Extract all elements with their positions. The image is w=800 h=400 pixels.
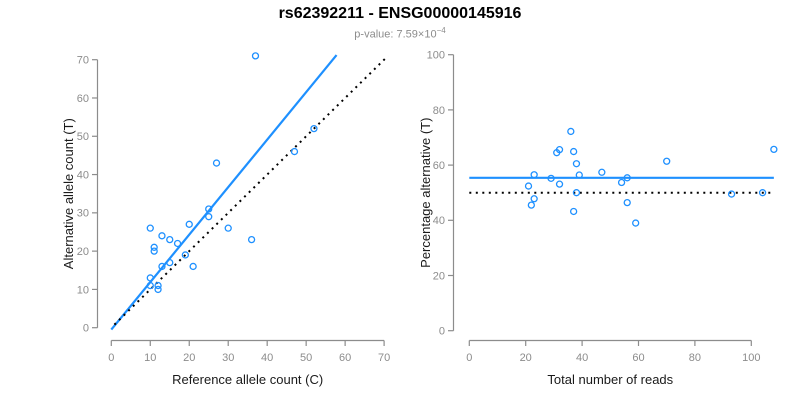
data-point: [166, 235, 174, 244]
data-point: [166, 258, 174, 267]
data-point: [553, 149, 561, 157]
x-tick-label: 0: [108, 352, 114, 364]
percentage-vs-reads-scatter: 0 20 40 60 80 100 0 20 40 60 80 100 Total number of …: [418, 50, 778, 387]
data-point: [598, 168, 606, 176]
data-point: [158, 262, 166, 271]
x-tick-label: 100: [742, 352, 760, 364]
x-tick-label: 50: [300, 352, 312, 364]
data-point: [224, 224, 232, 232]
data-point: [173, 239, 182, 248]
x-tick-label: 30: [222, 352, 234, 364]
data-point: [569, 207, 578, 216]
data-point: [567, 127, 575, 136]
data-point: [547, 174, 555, 182]
figure-subtitle: p-value: 7.59×10−4: [0, 26, 800, 41]
pvalue-text: p-value: 7.59×10: [354, 28, 437, 41]
pvalue-exponent: −4: [436, 26, 446, 35]
x-tick-label: 40: [261, 352, 273, 364]
y-tick-label: 40: [77, 169, 89, 181]
data-point: [572, 160, 581, 168]
data-point: [146, 224, 154, 232]
data-point: [310, 124, 318, 133]
data-point: [727, 190, 736, 198]
y-axis-title: Alternative allele count (T): [61, 118, 76, 269]
data-point: [770, 145, 778, 154]
data-point: [189, 262, 197, 271]
figure-title: rs62392211 - ENSG00000145916: [278, 5, 522, 22]
data-point: [205, 213, 213, 221]
data-point: [212, 159, 221, 167]
y-tick-label: 0: [439, 326, 445, 338]
x-axis-title: Total number of reads: [547, 372, 673, 387]
x-tick-label: 40: [576, 352, 588, 364]
data-point: [154, 281, 162, 290]
data-point: [575, 171, 583, 179]
data-point: [663, 157, 671, 165]
data-point: [569, 147, 578, 156]
x-tick-label: 80: [689, 352, 701, 364]
y-tick-label: 70: [77, 55, 89, 67]
x-tick-label: 70: [378, 352, 390, 364]
data-point: [247, 235, 256, 244]
data-point: [146, 274, 154, 282]
data-point: [530, 195, 538, 203]
x-tick-label: 0: [466, 352, 472, 364]
y-tick-label: 100: [427, 50, 445, 62]
x-tick-label: 60: [632, 352, 644, 364]
y-tick-label: 20: [77, 246, 89, 258]
data-point: [623, 198, 631, 207]
y-tick-label: 40: [433, 215, 445, 227]
data-point: [555, 180, 564, 188]
data-point: [181, 251, 189, 259]
data-point: [632, 219, 640, 227]
y-tick-label: 60: [77, 93, 89, 105]
y-tick-label: 30: [77, 208, 89, 220]
y-axis-title: Percentage alternative (T): [418, 118, 433, 268]
data-point: [524, 182, 533, 190]
data-point: [150, 247, 158, 255]
data-point: [530, 171, 538, 179]
x-tick-label: 20: [183, 352, 195, 364]
data-point: [758, 189, 767, 197]
data-point: [290, 147, 299, 156]
x-tick-label: 60: [339, 352, 351, 364]
fitted-ratio-line: [110, 54, 338, 331]
data-point: [146, 281, 154, 290]
data-point: [617, 178, 626, 187]
x-tick-label: 10: [144, 352, 156, 364]
data-point: [572, 189, 581, 197]
identity-line: [113, 55, 389, 326]
y-tick-label: 50: [77, 131, 89, 143]
data-point: [154, 285, 162, 294]
y-tick-label: 10: [77, 284, 89, 296]
x-tick-label: 20: [520, 352, 532, 364]
data-point: [623, 174, 631, 182]
data-point: [185, 220, 193, 228]
data-point: [527, 201, 535, 209]
data-point: [158, 232, 166, 240]
allele-counts-scatter: 0 10 20 30 40 50 60 70 0 10 20 30 40 50 60 70 Reference …: [61, 52, 390, 387]
y-tick-label: 0: [83, 323, 89, 335]
y-tick-label: 80: [433, 105, 445, 117]
data-point: [205, 205, 213, 213]
data-point: [150, 243, 158, 251]
y-tick-label: 20: [433, 270, 445, 282]
x-axis-title: Reference allele count (C): [172, 372, 323, 387]
data-point: [251, 52, 260, 60]
y-tick-label: 60: [433, 160, 445, 172]
